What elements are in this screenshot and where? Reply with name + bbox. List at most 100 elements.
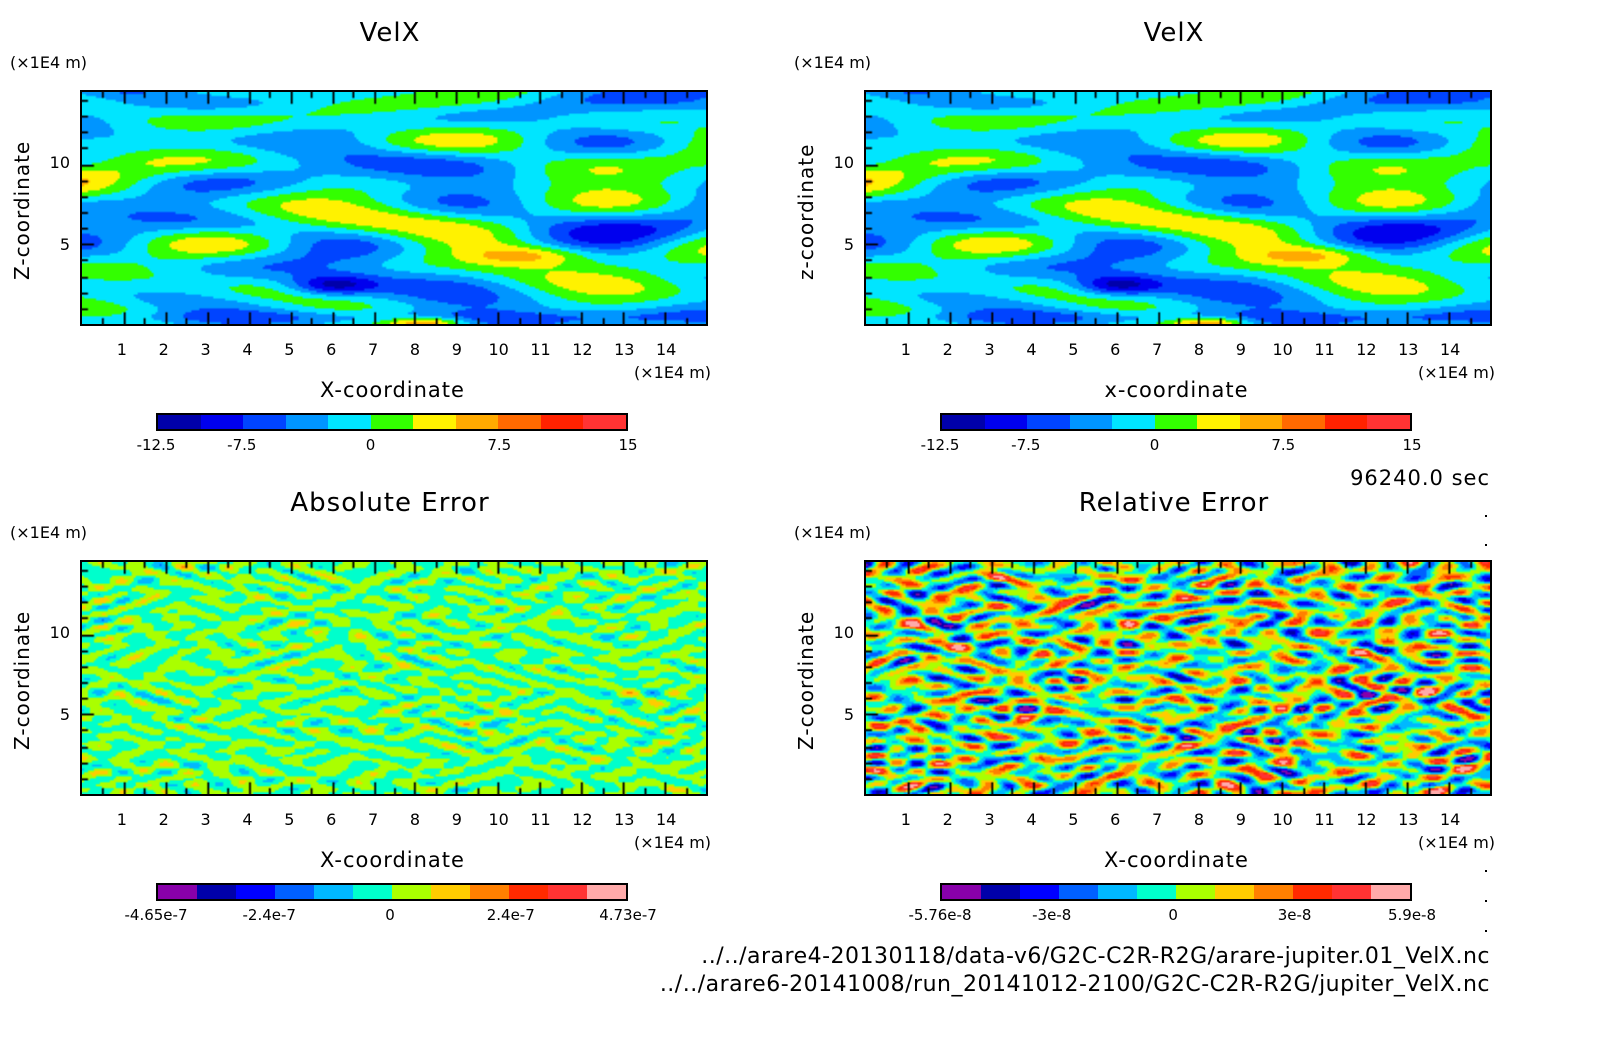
x-tick-label: 1: [116, 810, 127, 829]
colorbar-swatch: [370, 415, 414, 429]
colorbar-tick-label: -7.5: [1011, 436, 1041, 454]
x-tick-label: 10: [488, 810, 509, 829]
x-tick-label: 5: [1068, 810, 1079, 829]
x-tick-label: 11: [1314, 340, 1335, 359]
x-tick-label: 13: [1398, 810, 1419, 829]
x-tick-label: 8: [1193, 340, 1205, 359]
chart-panel: Relative Error (×1E4 m) Z-coordinate 5 10 1 2 3…: [784, 470, 1564, 940]
colorbar-swatch: [158, 885, 197, 899]
x-tick-label: 6: [1110, 340, 1121, 359]
colorbar-tick-label: 0: [1168, 906, 1178, 924]
colorbar-swatch: [455, 415, 499, 429]
colorbar-swatch: [353, 885, 392, 899]
colorbar-swatch: [1112, 415, 1155, 429]
plot-area: [80, 90, 708, 326]
x-tick-label: 7: [1151, 810, 1163, 829]
x-tick-label: 2: [942, 340, 953, 359]
x-tick-label: 12: [572, 810, 593, 829]
colorbar-swatch: [470, 885, 509, 899]
colorbar-tick-label: 5.9e-8: [1387, 906, 1437, 924]
x-tick-label: 11: [530, 810, 551, 829]
colorbar-tick-label: 7.5: [487, 436, 512, 454]
x-unit-label: (×1E4 m): [634, 833, 712, 852]
x-tick-label: 6: [1110, 810, 1121, 829]
file-path-2: ../../arare6-20141008/run_20141012-2100/…: [659, 972, 1490, 997]
plot-area: [80, 560, 708, 796]
chart-title: VelX: [359, 18, 421, 48]
y-unit-label: (×1E4 m): [794, 53, 872, 72]
colorbar: [940, 883, 1412, 901]
x-tick-label: 1: [116, 340, 127, 359]
colorbar-tick-label: 3e-8: [1277, 906, 1312, 924]
x-tick-label: 2: [158, 340, 169, 359]
x-tick-label: 13: [614, 340, 635, 359]
colorbar-swatch: [1239, 415, 1283, 429]
colorbar-tick-label: -2.4e-7: [242, 906, 296, 924]
colorbar-swatch: [1197, 415, 1240, 429]
x-axis-label: X-coordinate: [1104, 848, 1249, 872]
x-axis-label: X-coordinate: [320, 848, 465, 872]
colorbar-tick-label: 4.73e-7: [599, 906, 657, 924]
colorbar-tick-label: -3e-8: [1032, 906, 1072, 924]
colorbar-swatch: [540, 415, 584, 429]
colorbar-swatch: [197, 885, 236, 899]
colorbar-swatch: [1332, 885, 1371, 899]
colorbar-swatch: [1324, 415, 1368, 429]
colorbar-swatch: [1020, 885, 1059, 899]
x-tick-label: 7: [367, 810, 379, 829]
chart-title: Absolute Error: [290, 488, 490, 518]
chart-panel: Absolute Error (×1E4 m) Z-coordinate 5 10 1 2 3…: [0, 470, 780, 940]
y-tick-label: 5: [59, 704, 70, 724]
marker-dot: [1485, 515, 1487, 517]
x-tick-label: 4: [1026, 340, 1037, 359]
colorbar-swatch: [984, 415, 1028, 429]
x-tick-label: 11: [1314, 810, 1335, 829]
colorbar-tick-label: -12.5: [136, 436, 176, 454]
file-path-1: ../../arare4-20130118/data-v6/G2C-C2R-R2…: [701, 944, 1490, 969]
chart-title: Relative Error: [1078, 488, 1270, 518]
x-unit-label: (×1E4 m): [1418, 833, 1496, 852]
colorbar-swatch: [413, 415, 456, 429]
x-tick-label: 14: [655, 810, 677, 829]
colorbar-tick-label: 7.5: [1271, 436, 1296, 454]
colorbar-swatch: [583, 415, 627, 429]
marker-dot: [1485, 900, 1487, 902]
colorbar-swatch: [509, 885, 548, 899]
plot-area: [864, 560, 1492, 796]
colorbar-swatch: [243, 415, 286, 429]
colorbar-swatch: [1137, 885, 1176, 899]
time-label: 96240.0 sec: [1350, 466, 1490, 490]
colorbar-swatch: [498, 415, 541, 429]
colorbar-tick-label: 15: [618, 436, 638, 454]
colorbar-tick-label: -4.65e-7: [124, 906, 188, 924]
y-tick-label: 10: [833, 623, 854, 643]
x-tick-label: 8: [1193, 810, 1205, 829]
x-tick-label: 9: [1235, 810, 1246, 829]
colorbar-tick-label: 15: [1402, 436, 1422, 454]
colorbar: [156, 413, 628, 431]
colorbar-tick-label: 0: [385, 906, 395, 924]
colorbar-swatch: [1371, 885, 1410, 899]
y-tick-label: 5: [59, 234, 70, 254]
y-tick-label: 10: [49, 153, 70, 173]
x-axis-label: x-coordinate: [1104, 378, 1249, 402]
colorbar-swatch: [1215, 885, 1254, 899]
y-unit-label: (×1E4 m): [794, 523, 872, 542]
colorbar-swatch: [1176, 885, 1215, 899]
y-tick-label: 10: [49, 623, 70, 643]
x-tick-label: 7: [367, 340, 379, 359]
colorbar-swatch: [548, 885, 587, 899]
colorbar-swatch: [236, 885, 275, 899]
marker-dot: [1485, 544, 1487, 546]
colorbar: [940, 413, 1412, 431]
colorbar: [156, 883, 628, 901]
y-unit-label: (×1E4 m): [10, 53, 88, 72]
x-tick-label: 11: [530, 340, 551, 359]
x-tick-label: 5: [1068, 340, 1079, 359]
x-tick-label: 8: [409, 810, 421, 829]
x-tick-label: 4: [242, 340, 253, 359]
x-tick-label: 5: [284, 810, 295, 829]
heatmap-field: [82, 92, 706, 324]
colorbar-swatch: [275, 885, 314, 899]
colorbar-swatch: [942, 885, 981, 899]
